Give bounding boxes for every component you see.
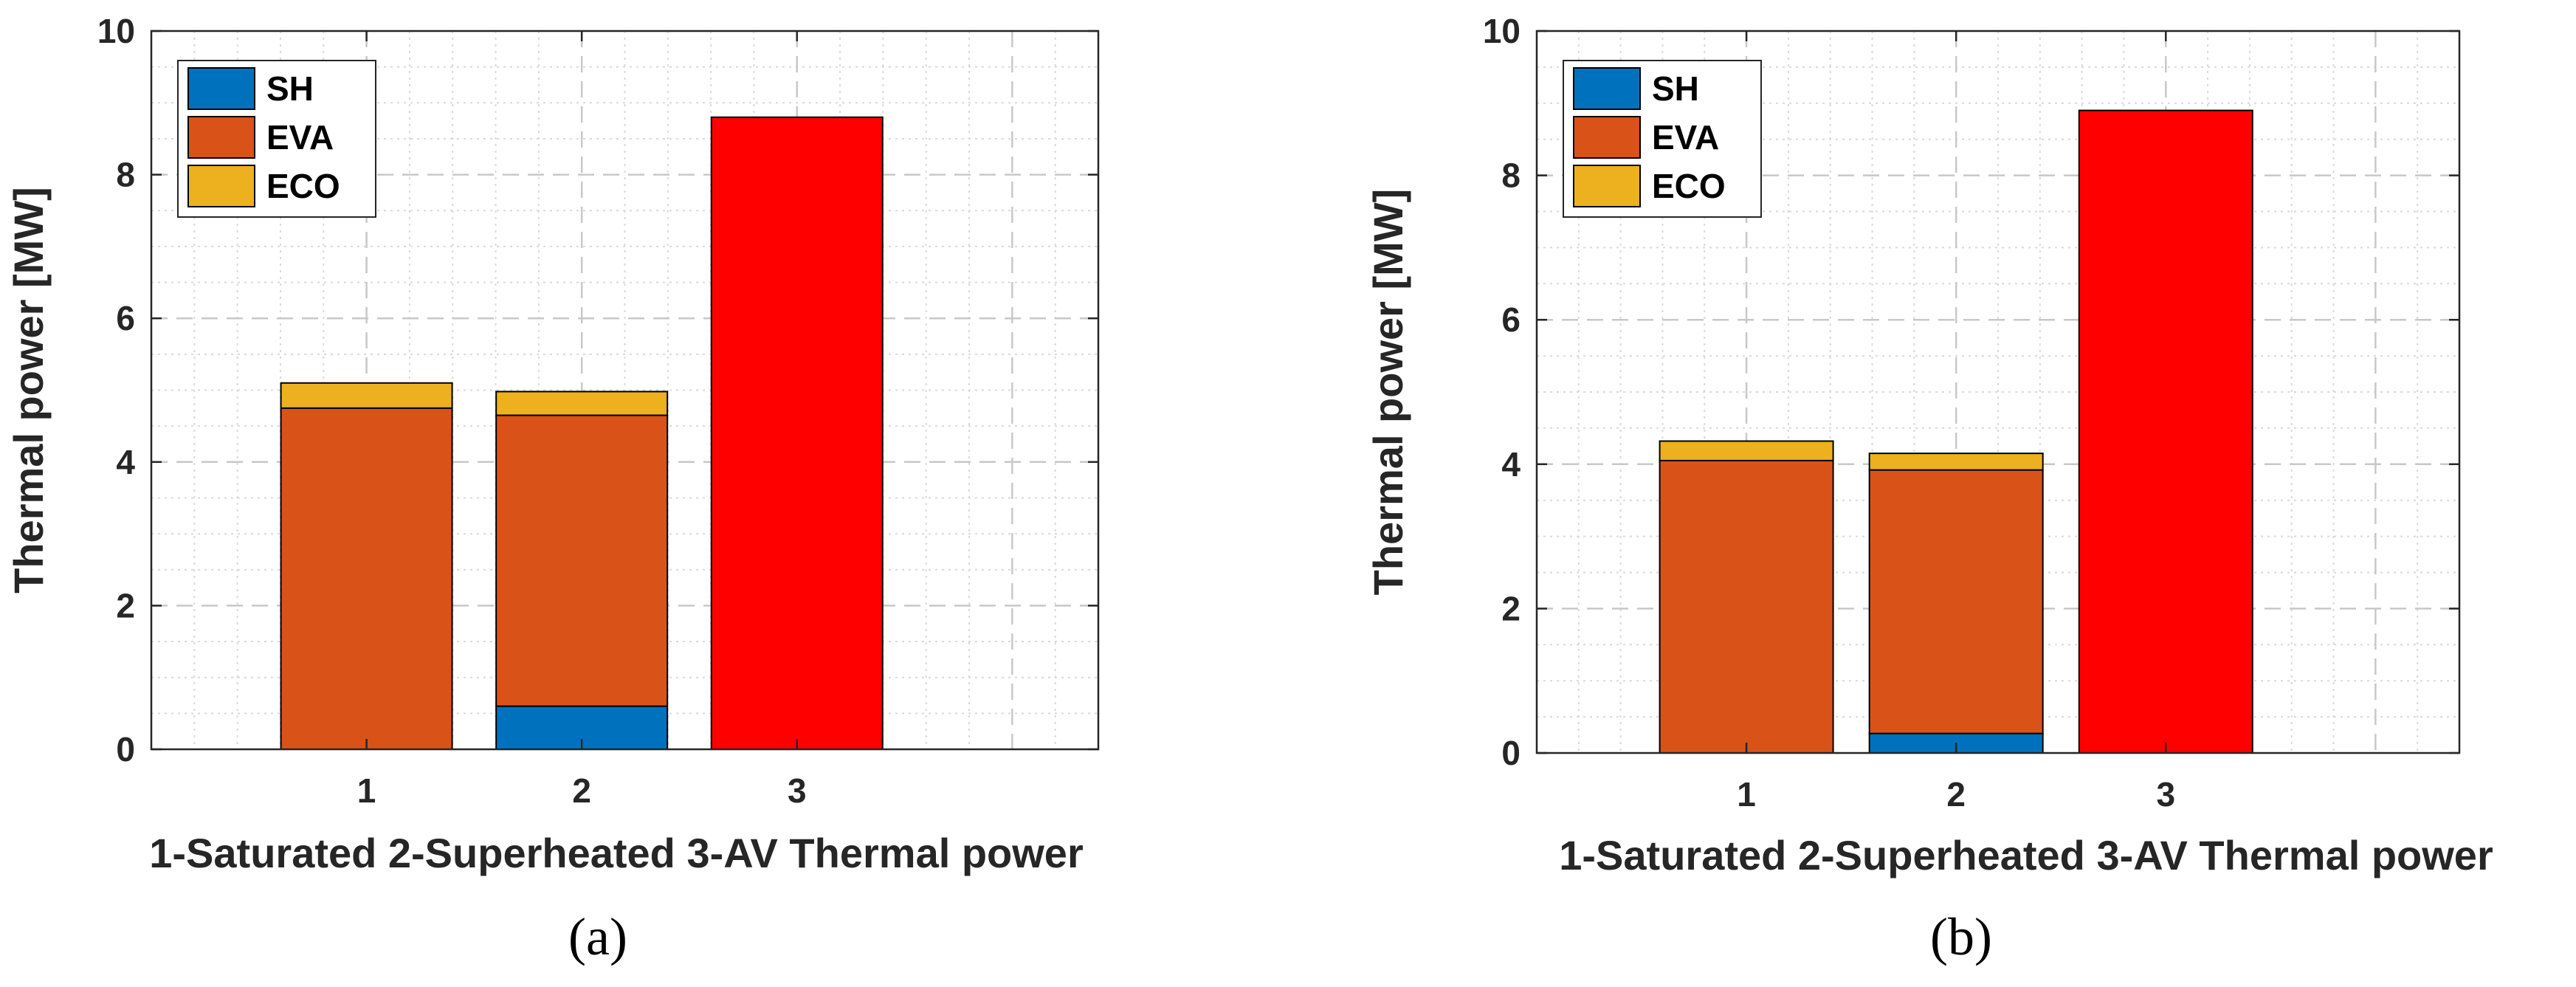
x-tick-label: 3	[2156, 775, 2175, 814]
legend-label-eva: EVA	[266, 118, 334, 157]
x-axis: 1 2 3	[357, 31, 807, 810]
bars	[1659, 109, 2253, 754]
legend-label-sh: SH	[266, 69, 314, 108]
x-tick-label: 1	[1737, 775, 1756, 814]
panel-caption: (b)	[1930, 907, 1992, 966]
bars	[280, 116, 884, 750]
legend: SH EVA ECO	[1563, 60, 1762, 218]
y-tick-label: 10	[1483, 12, 1521, 50]
bar-eco-2	[495, 391, 669, 416]
legend-label-eva: EVA	[1652, 118, 1719, 157]
bar-eva-1	[280, 407, 453, 750]
x-axis: 1 2 3	[1737, 31, 2175, 814]
legend-label-sh: SH	[1652, 69, 1699, 108]
y-tick-label: 0	[116, 730, 135, 768]
bar-eco-1	[280, 382, 453, 409]
x-tick-label: 1	[357, 771, 376, 810]
y-tick-label: 6	[116, 299, 135, 337]
bar-eco-1	[1659, 440, 1834, 461]
y-tick-label: 4	[116, 443, 135, 481]
y-tick-label: 2	[116, 586, 135, 625]
y-axis-title: Thermal power [MW]	[5, 187, 52, 594]
bar-total-3	[2078, 109, 2253, 754]
y-tick-label: 0	[1501, 734, 1521, 772]
y-tick-label: 2	[1501, 589, 1521, 627]
legend-label-eco: ECO	[266, 167, 340, 205]
bar-eva-1	[1659, 459, 1834, 754]
axes-box	[1535, 30, 2461, 754]
legend-swatch-sh	[1573, 67, 1641, 110]
x-tick-label: 2	[572, 771, 591, 810]
legend-swatch-eva	[187, 116, 255, 159]
legend-swatch-sh	[187, 67, 255, 110]
y-tick-label: 6	[1501, 300, 1521, 339]
x-axis-title: 1-Saturated 2-Superheated 3-AV Thermal p…	[1559, 832, 2493, 878]
y-axis: 0 2 4 6 8 10	[97, 12, 1098, 768]
legend-swatch-eco	[187, 165, 255, 207]
panel-caption: (a)	[568, 907, 627, 966]
bar-eva-2	[1868, 469, 2044, 735]
bar-eva-2	[495, 414, 669, 707]
y-axis: 0 2 4 6 8 10	[1483, 12, 2459, 772]
legend-swatch-eco	[1573, 165, 1641, 207]
legend-swatch-eva	[1573, 116, 1641, 159]
axes-box	[150, 30, 1100, 751]
y-tick-label: 8	[1501, 157, 1521, 195]
x-tick-label: 2	[1946, 775, 1966, 814]
y-tick-label: 10	[97, 12, 135, 50]
x-axis-title: 1-Saturated 2-Superheated 3-AV Thermal p…	[149, 830, 1084, 876]
legend: SH EVA ECO	[177, 60, 376, 218]
chart-panel-b: 0 2 4 6 8 10 1 2 3 1-Saturated 2-Superheated 3-AV…	[1288, 0, 2576, 987]
chart-panel-a: 0 2 4 6 8 10 1 2 3 1-Saturated 2-Superheated 3-AV…	[5, 12, 1100, 966]
y-tick-label: 8	[116, 156, 135, 194]
y-axis-title: Thermal power [MW]	[1365, 189, 1411, 596]
bar-eco-2	[1868, 453, 2044, 471]
legend-label-eco: ECO	[1652, 167, 1726, 205]
bar-total-3	[710, 116, 884, 750]
y-tick-label: 4	[1501, 445, 1521, 484]
x-tick-label: 3	[788, 771, 807, 810]
